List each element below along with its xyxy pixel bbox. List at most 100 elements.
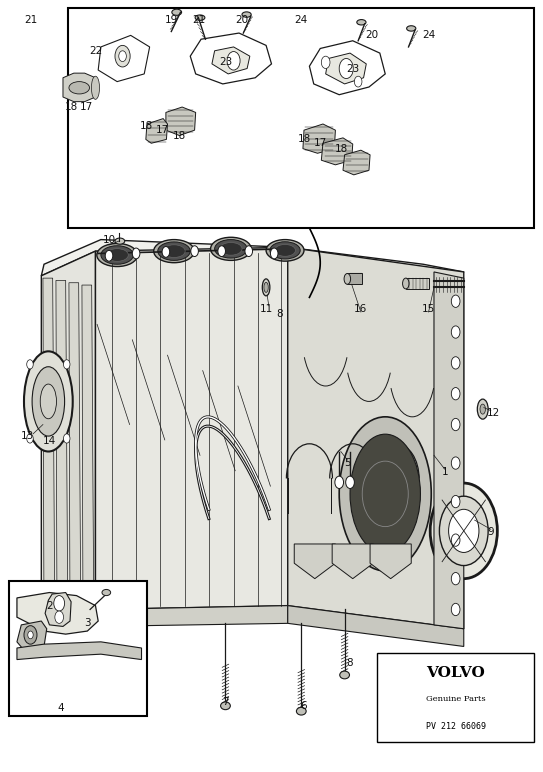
Text: 14: 14 (43, 436, 56, 446)
Text: 7: 7 (222, 697, 229, 707)
Circle shape (451, 457, 460, 469)
Circle shape (54, 596, 65, 611)
Bar (9, 581, 147, 716)
Text: 18: 18 (140, 120, 154, 130)
Text: 16: 16 (354, 304, 368, 314)
Circle shape (335, 476, 344, 489)
Circle shape (451, 603, 460, 615)
Text: PV 212 66069: PV 212 66069 (426, 722, 485, 730)
Ellipse shape (357, 19, 366, 25)
Circle shape (430, 483, 497, 579)
Ellipse shape (296, 707, 306, 715)
Polygon shape (310, 41, 385, 95)
Circle shape (64, 434, 70, 443)
Bar (406, 278, 428, 289)
Ellipse shape (264, 283, 268, 293)
Polygon shape (212, 47, 250, 74)
Ellipse shape (172, 9, 181, 15)
Text: 10: 10 (103, 235, 116, 245)
Ellipse shape (350, 434, 420, 554)
Circle shape (451, 418, 460, 431)
Text: 17: 17 (314, 138, 327, 148)
Circle shape (191, 245, 198, 256)
Ellipse shape (91, 76, 99, 100)
Polygon shape (17, 593, 98, 634)
Ellipse shape (195, 15, 205, 20)
Text: 2: 2 (46, 601, 53, 611)
Ellipse shape (270, 242, 300, 259)
Ellipse shape (242, 12, 251, 17)
Bar (68, 8, 534, 228)
Polygon shape (96, 247, 288, 609)
Text: 6: 6 (301, 701, 307, 711)
Text: 23: 23 (346, 63, 359, 73)
Circle shape (27, 434, 33, 443)
Circle shape (451, 573, 460, 585)
Text: 22: 22 (89, 46, 102, 56)
Polygon shape (56, 280, 68, 629)
Ellipse shape (97, 243, 137, 266)
Polygon shape (321, 138, 353, 165)
Text: 20: 20 (365, 30, 378, 40)
Polygon shape (326, 53, 367, 84)
Circle shape (451, 357, 460, 369)
Polygon shape (146, 119, 167, 144)
Text: VOLVO: VOLVO (426, 666, 485, 680)
Polygon shape (96, 605, 288, 626)
Circle shape (355, 76, 362, 87)
Polygon shape (17, 621, 47, 649)
Ellipse shape (275, 245, 295, 256)
Text: 4: 4 (57, 703, 64, 713)
Circle shape (321, 56, 330, 69)
Polygon shape (343, 151, 370, 174)
Text: 18: 18 (65, 102, 78, 112)
Ellipse shape (32, 367, 65, 436)
Ellipse shape (480, 404, 485, 414)
Text: Genuine Parts: Genuine Parts (426, 696, 485, 703)
Text: 11: 11 (260, 304, 273, 314)
Text: 24: 24 (295, 15, 308, 25)
Circle shape (270, 248, 278, 259)
Ellipse shape (24, 351, 73, 452)
Ellipse shape (154, 239, 194, 262)
Polygon shape (98, 36, 150, 82)
Ellipse shape (344, 273, 351, 284)
Text: 15: 15 (422, 304, 435, 314)
Circle shape (451, 295, 460, 307)
Circle shape (449, 510, 479, 553)
Circle shape (28, 631, 33, 638)
Text: 1: 1 (441, 467, 448, 477)
Text: 9: 9 (488, 527, 494, 537)
Ellipse shape (214, 239, 247, 258)
Ellipse shape (220, 702, 230, 709)
Polygon shape (332, 544, 374, 579)
Ellipse shape (40, 384, 56, 418)
Circle shape (346, 476, 355, 489)
Circle shape (115, 46, 130, 67)
Polygon shape (370, 544, 411, 579)
Text: 23: 23 (219, 57, 232, 67)
Text: 3: 3 (84, 618, 91, 628)
Text: 21: 21 (24, 15, 37, 25)
Circle shape (105, 250, 113, 261)
Circle shape (439, 496, 488, 566)
Polygon shape (166, 107, 195, 136)
Ellipse shape (262, 279, 270, 296)
Circle shape (24, 625, 37, 644)
Ellipse shape (115, 238, 125, 244)
Polygon shape (41, 239, 464, 282)
Polygon shape (41, 251, 96, 634)
Circle shape (55, 611, 64, 623)
Circle shape (162, 246, 169, 257)
Circle shape (339, 59, 353, 79)
Bar (348, 273, 363, 284)
Ellipse shape (402, 278, 409, 289)
Circle shape (451, 326, 460, 338)
Polygon shape (45, 593, 71, 626)
Text: 17: 17 (155, 125, 169, 135)
Ellipse shape (106, 249, 128, 262)
Text: 24: 24 (422, 30, 435, 40)
Text: 18: 18 (335, 144, 349, 154)
Circle shape (218, 245, 225, 256)
Text: 13: 13 (21, 431, 34, 441)
